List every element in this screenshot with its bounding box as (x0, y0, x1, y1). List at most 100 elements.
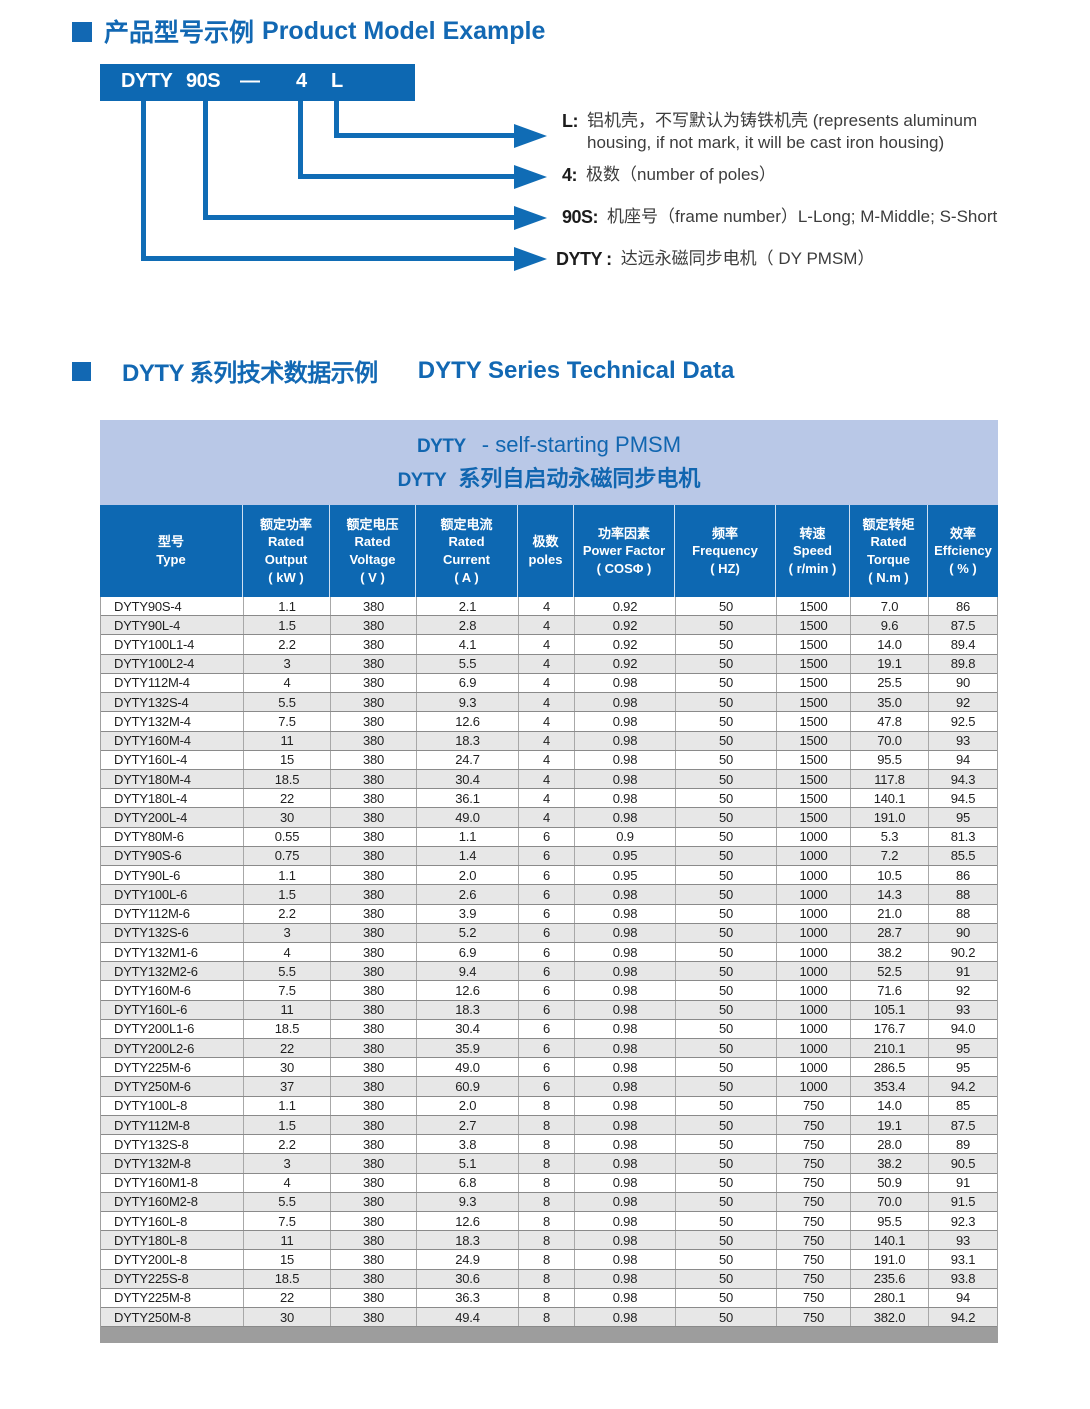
bullet-square-icon (72, 22, 92, 42)
table-cell: 30 (244, 1058, 331, 1077)
table-cell: 89 (955, 1136, 971, 1152)
table-cell: 49.0 (417, 1058, 519, 1077)
table-cell: 71.6 (851, 981, 929, 1000)
table-cell: 7.5 (244, 712, 331, 731)
table-cell: 50 (676, 1115, 777, 1135)
table-cell: 0.55 (244, 827, 331, 846)
table-row: DYTY200L-4 30 380 49.0 4 0.98 50 1500 191.0 95 (101, 808, 997, 828)
table-cell: 2.2 (244, 635, 331, 654)
table-cell: 89.4 (950, 637, 976, 653)
table-cell: 0.92 (575, 597, 676, 616)
arrow-right-icon (514, 124, 547, 148)
table-cell: 1500 (777, 769, 851, 789)
connector-vline-4 (298, 101, 303, 179)
table-cell: 50 (676, 616, 777, 635)
table-cell: 380 (331, 616, 417, 635)
table-cell: 8 (519, 1308, 575, 1327)
table-cell: 50 (676, 1000, 777, 1019)
table-cell: 94.2 (950, 1309, 976, 1325)
table-cell: 50 (676, 981, 777, 1000)
table-cell: 8 (519, 1231, 575, 1250)
table-cell: 6.8 (417, 1173, 519, 1192)
table-cell: 94 (955, 752, 971, 768)
table-cell: 49.0 (417, 808, 519, 827)
table-cell: 0.98 (575, 693, 676, 712)
table-row: DYTY132M2-6 5.5 380 9.4 6 0.98 50 1000 52.5 91 (101, 962, 997, 982)
table-cell: 0.98 (575, 962, 676, 981)
table-cell: 50 (676, 750, 777, 769)
table-cell: 0.98 (575, 1096, 676, 1115)
table-row: DYTY100L2-4 3 380 5.5 4 0.92 50 1500 19.1 89.8 (101, 654, 997, 674)
table-cell: 0.98 (575, 1058, 676, 1077)
table-row: DYTY200L-8 15 380 24.9 8 0.98 50 750 191.0 93.1 (101, 1250, 997, 1270)
table-cell: 70.0 (851, 731, 929, 750)
table-cell: 50 (676, 808, 777, 827)
table-cell: 92 (955, 982, 971, 998)
table-cell: 89.8 (950, 656, 976, 672)
table-cell: 8 (519, 1135, 575, 1154)
table-cell: 1500 (777, 616, 851, 635)
table-cell: 2.0 (417, 866, 519, 885)
cell-model-type: DYTY200L2-6 (101, 1039, 244, 1058)
table-cell: 0.98 (575, 1019, 676, 1039)
table-cell: 0.9 (575, 827, 676, 846)
cell-model-type: DYTY132S-8 (101, 1135, 244, 1154)
table-cell: 380 (331, 1096, 417, 1115)
cell-model-type: DYTY132M-8 (101, 1154, 244, 1173)
table-cell: 4 (519, 750, 575, 769)
table-row: DYTY132S-6 3 380 5.2 6 0.98 50 1000 28.7 90 (101, 923, 997, 943)
column-header: 额定转矩 Rated Torque( N.m ) (850, 505, 928, 597)
table-cell: 37 (244, 1077, 331, 1096)
table-cell: 10.5 (851, 866, 929, 885)
cell-model-type: DYTY250M-8 (101, 1308, 244, 1327)
table-cell: 140.1 (851, 789, 929, 808)
table-cell: 70.0 (851, 1192, 929, 1211)
table-cell: 6 (519, 827, 575, 846)
table-cell: 2.6 (417, 885, 519, 904)
table-cell: 1000 (777, 885, 851, 904)
table-cell: 8 (519, 1269, 575, 1288)
legend-item-frame: 90S: 机座号（frame number）L-Long; M-Middle; … (562, 206, 997, 230)
cell-model-type: DYTY90L-6 (101, 866, 244, 885)
table-cell: 19.1 (851, 654, 929, 673)
table-cell: 50 (676, 885, 777, 904)
connector-hline-l (334, 133, 515, 138)
table-cell: 50.9 (851, 1173, 929, 1192)
table-cell: 50 (676, 942, 777, 962)
table-cell: 50 (676, 904, 777, 923)
cell-model-type: DYTY112M-6 (101, 904, 244, 923)
table-row: DYTY160M1-8 4 380 6.8 8 0.98 50 750 50.9 91 (101, 1173, 997, 1193)
table-cell: 6 (519, 866, 575, 885)
table-cell: 380 (331, 923, 417, 942)
table-cell: 6 (519, 885, 575, 904)
table-cell: 1.1 (417, 827, 519, 846)
cell-model-type: DYTY180L-4 (101, 789, 244, 808)
table-cell: 1000 (777, 866, 851, 885)
table-cell: 0.98 (575, 923, 676, 942)
cell-model-type: DYTY132M-4 (101, 712, 244, 731)
table-cell: 1500 (777, 597, 851, 616)
table-cell: 4 (244, 1173, 331, 1192)
table-cell: 5.5 (417, 654, 519, 673)
table-cell: 380 (331, 962, 417, 981)
table-cell: 380 (331, 597, 417, 616)
table-cell: 88 (955, 906, 971, 922)
table-cell: 50 (676, 769, 777, 789)
table-cell: 380 (331, 904, 417, 923)
table-cell: 1500 (777, 673, 851, 693)
table-cell: 47.8 (851, 712, 929, 731)
table-cell: 0.98 (575, 1077, 676, 1096)
table-cell: 22 (244, 1039, 331, 1058)
table-cell: 176.7 (851, 1019, 929, 1039)
table-cell: 117.8 (851, 769, 929, 789)
table-cell: 380 (331, 1019, 417, 1039)
table-row: DYTY132S-4 5.5 380 9.3 4 0.98 50 1500 35.0 92 (101, 693, 997, 713)
table-cell: 50 (676, 827, 777, 846)
table-cell: 0.92 (575, 635, 676, 654)
cell-model-type: DYTY90L-4 (101, 616, 244, 635)
table-cell: 1000 (777, 981, 851, 1000)
table-cell: 6 (519, 942, 575, 962)
table-row: DYTY132M-8 3 380 5.1 8 0.98 50 750 38.2 90.5 (101, 1154, 997, 1174)
table-row: DYTY180M-4 18.5 380 30.4 4 0.98 50 1500 117.8 94.… (101, 769, 997, 790)
